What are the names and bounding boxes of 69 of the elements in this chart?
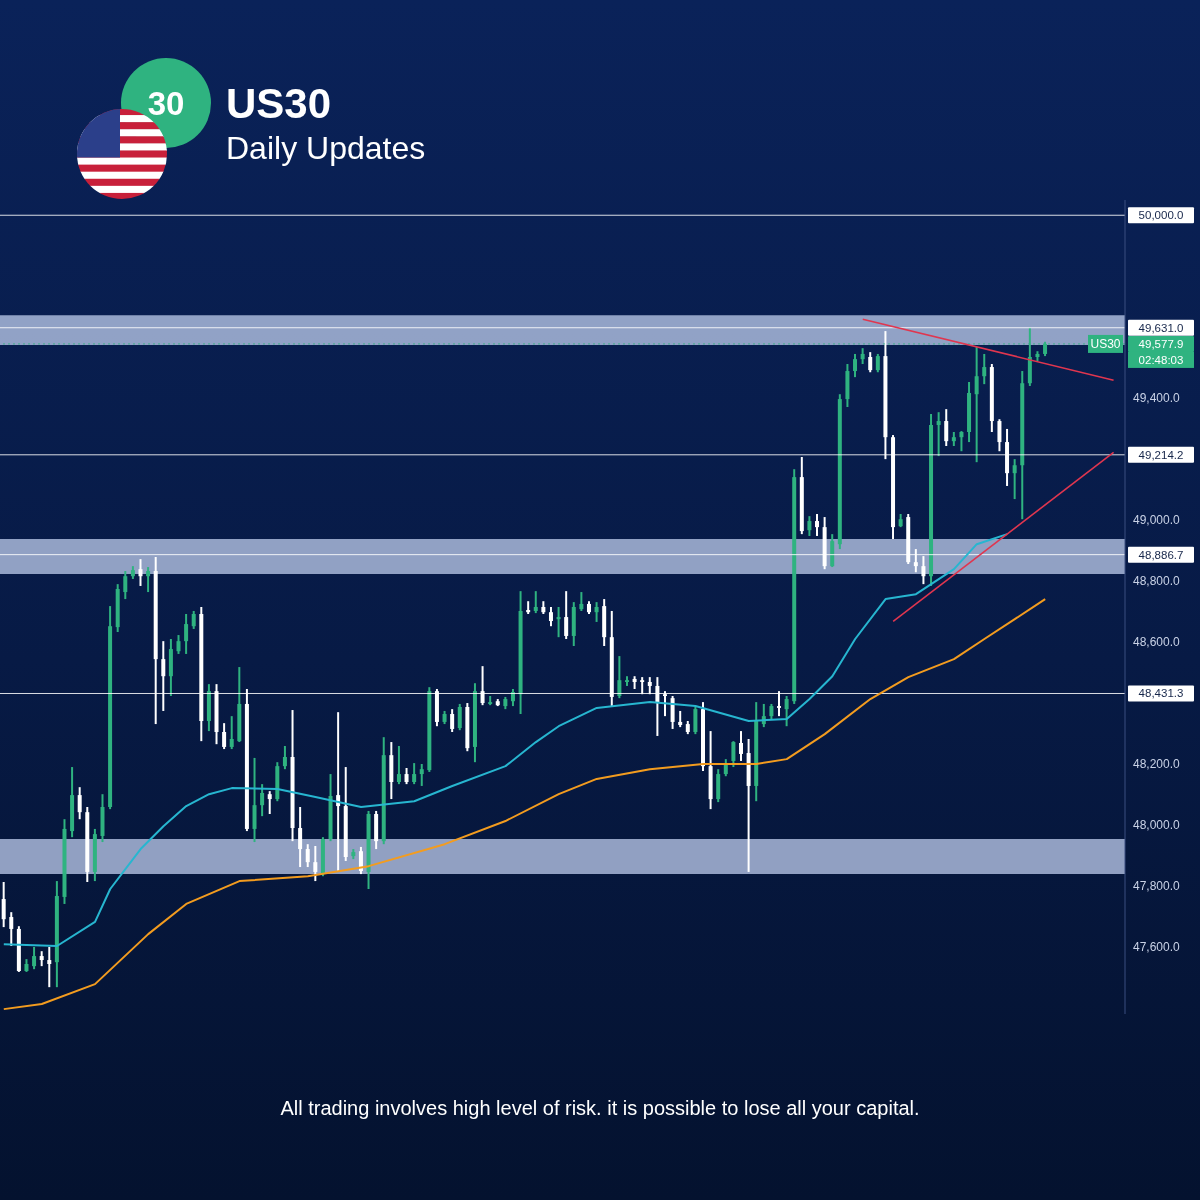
ref-line-label: 48,886.7 xyxy=(1138,548,1184,561)
candlestick xyxy=(579,591,584,612)
candlestick xyxy=(936,411,941,458)
candlestick xyxy=(358,845,363,876)
y-tick-label: 49,400.0 xyxy=(1133,391,1181,406)
candlestick xyxy=(974,345,979,464)
candlestick xyxy=(77,786,82,821)
candlestick xyxy=(305,843,310,869)
candlestick xyxy=(693,706,698,736)
candlestick xyxy=(260,783,265,818)
candlestick xyxy=(123,570,128,601)
y-tick-label: 48,800.0 xyxy=(1133,574,1181,589)
candlestick xyxy=(1,880,6,929)
candlestick xyxy=(1012,458,1017,501)
candlestick xyxy=(32,945,37,971)
candlestick xyxy=(229,715,234,751)
ref-line-label: 48,431.3 xyxy=(1138,687,1184,700)
ref-line-label: 50,000.0 xyxy=(1138,209,1184,222)
candlestick xyxy=(313,845,318,883)
candlestick xyxy=(944,408,949,448)
text: 30 xyxy=(146,85,186,122)
candlestick xyxy=(548,606,553,628)
candlestick xyxy=(9,911,14,948)
candlestick xyxy=(176,634,181,655)
candlestick xyxy=(739,730,743,762)
y-tick-label: 47,800.0 xyxy=(1133,879,1181,894)
candlestick xyxy=(731,740,736,769)
candlestick xyxy=(252,756,257,844)
candlestick xyxy=(396,745,401,786)
candlestick xyxy=(868,351,873,374)
y-tick-label: 48,000.0 xyxy=(1133,818,1181,833)
candlestick xyxy=(853,352,858,379)
candlestick xyxy=(564,590,569,641)
chart-title: US30 xyxy=(226,80,332,128)
y-tick-label: 47,600.0 xyxy=(1133,940,1181,955)
candlestick xyxy=(784,695,789,728)
candlestick xyxy=(959,430,964,453)
y-tick-label: 48,600.0 xyxy=(1133,635,1181,650)
ref-line-label: 49,214.2 xyxy=(1138,448,1184,461)
text: 02:48:03 xyxy=(1138,353,1184,366)
text: All trading involves high level of risk. it is possible to lose all your capital. xyxy=(279,1096,921,1121)
candlestick xyxy=(184,613,189,655)
y-tick-label: 48,200.0 xyxy=(1133,757,1181,772)
candlestick xyxy=(617,655,622,700)
candlestick xyxy=(146,566,151,594)
candlestick xyxy=(815,513,820,537)
candlestick xyxy=(47,945,52,989)
candlestick xyxy=(138,558,143,587)
candlestick xyxy=(533,590,538,615)
candlestick xyxy=(594,601,599,623)
candlestick xyxy=(982,352,987,386)
candlestick xyxy=(450,708,455,733)
text: US30 xyxy=(1090,337,1121,352)
candlestick xyxy=(267,790,272,816)
line-series xyxy=(2,598,1047,1011)
candlestick xyxy=(412,762,417,786)
candlestick xyxy=(457,702,462,732)
candlestick xyxy=(875,352,880,374)
candlestick xyxy=(282,745,287,771)
candlestick xyxy=(419,763,424,787)
candlestick xyxy=(807,515,812,537)
candlestick xyxy=(670,695,675,730)
candlestick xyxy=(997,418,1002,453)
candlestick xyxy=(222,722,227,751)
y-tick-label: 49,000.0 xyxy=(1133,513,1181,528)
ref-line-label: 49,631.0 xyxy=(1138,321,1184,334)
ref-line-label: 49,577.9 xyxy=(1138,337,1184,350)
candlestick xyxy=(298,805,303,869)
chart-subtitle: Daily Updates xyxy=(226,129,426,167)
